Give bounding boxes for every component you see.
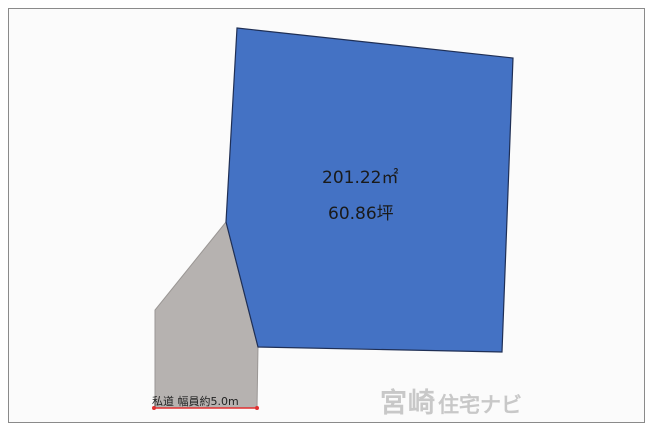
lot-parcel-shape [225,27,514,353]
private-road-label: 私道 幅員約5.0m [152,395,239,408]
dimension-end-right [255,406,259,410]
lot-area-sqm: 201.22㎡ [322,168,399,188]
brand-watermark: 宮崎住宅ナビ [380,381,522,420]
dimension-end-left [152,406,156,410]
watermark-sub: 住宅ナビ [438,393,522,417]
watermark-main: 宮崎 [380,388,436,419]
lot-area-tsubo: 60.86坪 [328,204,394,224]
